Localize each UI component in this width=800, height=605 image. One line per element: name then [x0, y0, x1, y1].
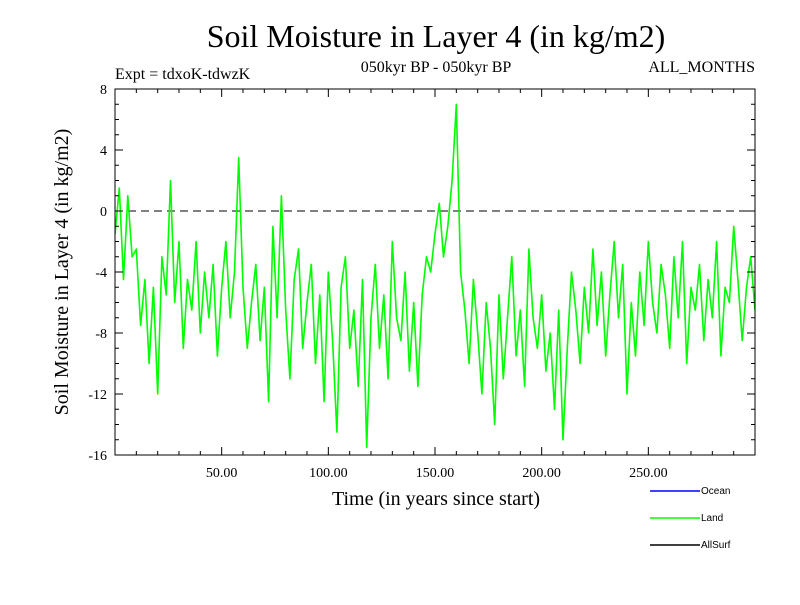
chart-subtitle-center: 050kyr BP - 050kyr BP: [361, 59, 512, 76]
y-axis-label: Soil Moisture in Layer 4 (in kg/m2): [51, 129, 73, 416]
y-tick-label: -12: [88, 388, 107, 403]
x-tick-label: 200.00: [522, 466, 561, 481]
series-line-land: [115, 103, 755, 449]
legend: Ocean Land AllSurf: [650, 486, 731, 551]
x-tick-label: 250.00: [629, 466, 668, 481]
legend-label-ocean: Ocean: [701, 486, 730, 497]
y-tick-label: 8: [100, 83, 107, 98]
chart-subtitle-right: ALL_MONTHS: [648, 59, 755, 76]
plot-frame: [114, 88, 756, 456]
y-tick-label: -8: [95, 327, 107, 342]
y-tick-label: -16: [88, 449, 107, 464]
chart-subtitle-left: Expt = tdxoK-tdwzK: [115, 66, 251, 83]
plot-area: 50.00 100.00 150.00 200.00 250.00 -16 -12 -8 -4…: [88, 83, 756, 481]
chart-title: Soil Moisture in Layer 4 (in kg/m2): [207, 18, 666, 54]
y-tick-label: 4: [100, 144, 107, 159]
x-axis-label: Time (in years since start): [332, 488, 540, 510]
legend-label-land: Land: [701, 513, 723, 524]
x-tick-label: 100.00: [309, 466, 348, 481]
y-tick-label: 0: [100, 205, 107, 220]
y-tick-label: -4: [95, 266, 107, 281]
x-tick-label: 150.00: [416, 466, 455, 481]
legend-label-allsurf: AllSurf: [701, 540, 731, 551]
x-tick-label: 50.00: [206, 466, 238, 481]
